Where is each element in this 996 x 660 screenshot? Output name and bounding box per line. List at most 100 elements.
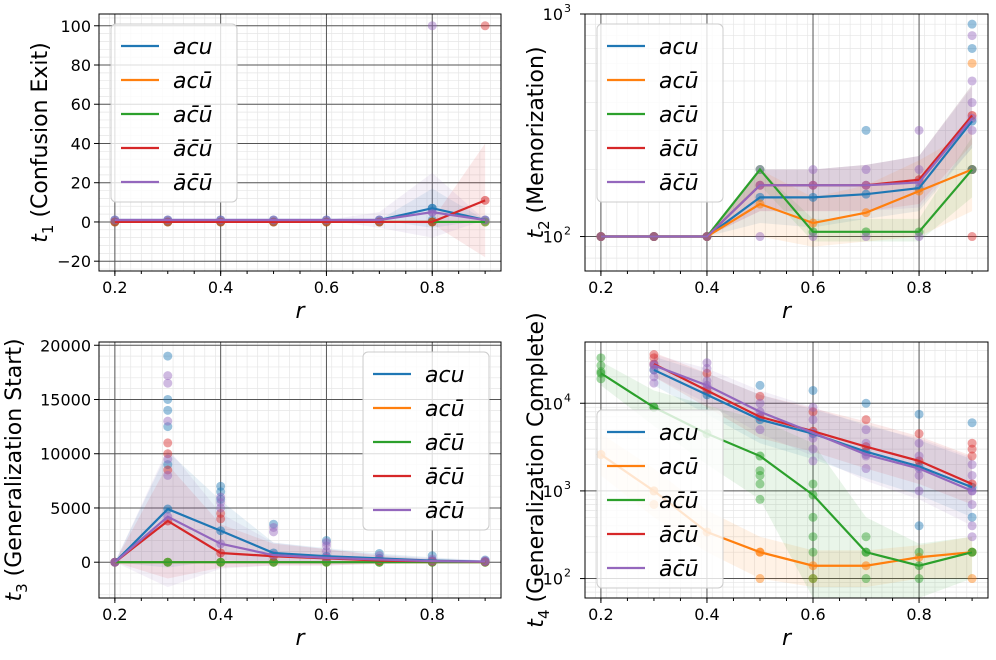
data-point [163,351,173,361]
data-point [967,451,977,461]
x-tick-label: 0.2 [102,278,127,297]
data-point [808,532,818,542]
data-point [163,465,173,475]
y-axis: 0 5000 10000 15000 20000 t3 (Generalization S… [2,336,99,602]
x-axis: 0.2 0.4 0.6 0.8 r [102,598,486,651]
data-point [861,165,871,175]
data-point [861,464,871,474]
data-point [163,371,173,381]
y-tick-label: 10 [543,570,563,589]
data-point [967,76,977,86]
x-tick-label: 0.8 [420,278,445,297]
data-point [914,547,924,557]
data-point [914,438,924,448]
y-tick-label: 40 [71,134,91,153]
y-tick-label: 10 [543,482,563,501]
data-point [163,394,173,404]
legend-label: acu [173,35,213,60]
data-point [649,353,659,363]
x-tick-label: 0.4 [694,278,719,297]
legend-t1: acu acū ac̄ū āc̄ū āc̄ū [110,23,238,203]
data-point [967,232,977,242]
y-tick-label: 0 [81,213,91,232]
series-line-3 [653,363,973,485]
confidence-band-4 [653,354,973,526]
series-line-3 [114,199,486,224]
data-point [755,398,765,408]
data-point [163,454,173,464]
data-point [967,418,977,428]
legend-label: āc̄ū [659,557,699,582]
data-point [216,508,226,518]
data-point [163,460,173,470]
plot-area-t2 [596,19,977,247]
series-line-4 [114,211,486,222]
legend-label: āc̄ū [173,137,213,162]
data-point [967,470,977,480]
y-tick-label: 20000 [40,336,91,355]
legend-label: acu [659,421,699,446]
y-tick-label: 10 [543,5,563,24]
x-tick-label: 0.8 [906,278,931,297]
data-point [755,494,765,504]
data-point [914,429,924,439]
data-point [967,98,977,108]
data-point [216,498,226,508]
confidence-band-0 [114,451,486,568]
x-tick-label: 0.2 [102,605,127,624]
x-axis: 0.2 0.4 0.6 0.8 r [588,271,973,324]
data-point [808,574,818,584]
y-tick-exponent: 3 [564,479,571,492]
y-tick-label: 60 [71,95,91,114]
data-point [755,380,765,390]
x-tick-label: 0.4 [208,605,233,624]
data-point [163,405,173,415]
y-tick-label: 10000 [40,445,91,464]
data-point [163,470,173,480]
data-point [967,512,977,522]
data-point [163,449,173,459]
data-point [967,19,977,29]
x-axis-label: r [782,626,793,651]
confidence-band-3 [600,84,973,237]
x-tick-label: 0.2 [588,278,613,297]
data-point [914,165,924,175]
x-tick-label: 0.6 [314,605,339,624]
y-tick-label: −20 [57,252,91,271]
data-point [216,481,226,491]
data-point [321,538,331,548]
x-tick-label: 0.2 [588,605,613,624]
data-point [808,574,818,584]
legend-t2: acu acū ac̄ū āc̄ū āc̄ū [596,23,724,203]
x-tick-label: 0.6 [800,605,825,624]
y-tick-label: 20 [71,174,91,193]
y-tick-label: 5000 [50,499,91,518]
data-point [967,125,977,135]
data-point [861,398,871,408]
data-point [163,416,173,426]
data-point [216,487,226,497]
legend-box [596,409,724,589]
confidence-band-4 [600,86,973,237]
legend-label: āc̄ū [425,499,465,524]
confidence-band-0 [600,84,973,237]
data-point [967,31,977,41]
data-point [808,385,818,395]
data-point [808,512,818,522]
data-point [596,374,606,384]
y-tick-exponent: 3 [564,2,571,15]
legend-t4: acu acū ac̄ū āc̄ū āc̄ū [596,409,724,589]
data-point [216,492,226,502]
y-axis-label: t1 (Confusion Exit) [28,42,57,242]
data-point [808,402,818,412]
y-tick-label: 0 [81,553,91,572]
data-point [755,466,765,476]
y-axis: 10 210 3t2 (Memorization) [524,2,585,247]
series-line-4 [653,364,973,492]
legend-label: ac̄ū [659,103,699,128]
data-point [808,547,818,557]
data-point [914,574,924,584]
data-point [967,460,977,470]
data-point [702,363,712,373]
